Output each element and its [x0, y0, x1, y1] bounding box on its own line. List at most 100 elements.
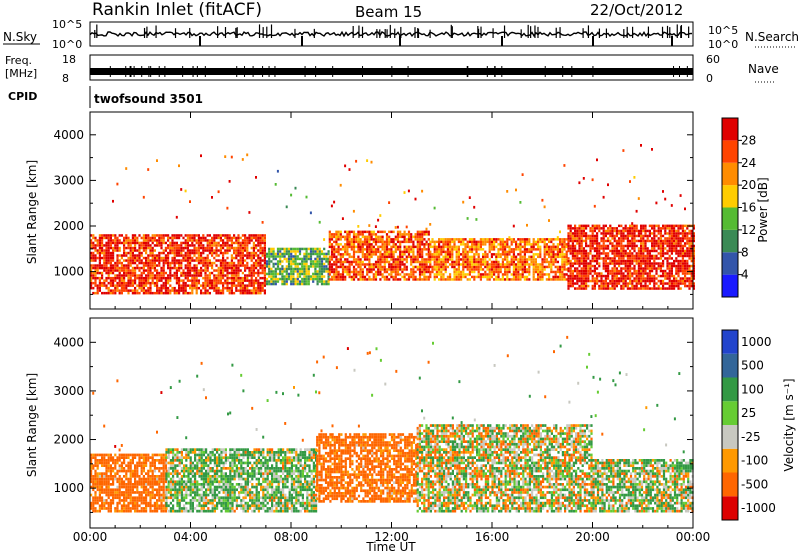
- velocity-cell: [98, 459, 101, 462]
- power-cell: [532, 260, 535, 264]
- power-cell: [290, 252, 293, 256]
- power-cell: [633, 244, 636, 248]
- power-cell: [574, 274, 577, 278]
- power-cell: [200, 269, 203, 272]
- power-cell: [287, 257, 291, 261]
- power-cell: [407, 253, 411, 256]
- power-cell: [668, 284, 671, 288]
- power-cell: [477, 273, 480, 276]
- power-cell: [471, 245, 474, 249]
- power-cell: [593, 259, 596, 263]
- power-cell: [200, 256, 203, 260]
- power-cell: [339, 248, 342, 251]
- power-cell: [252, 254, 255, 257]
- power-cell: [105, 234, 108, 237]
- power-cell: [333, 275, 336, 279]
- velocity-cell: [94, 501, 97, 505]
- power-cell: [379, 240, 382, 244]
- power-cell: [532, 245, 535, 249]
- power-cell: [416, 260, 419, 264]
- power-cell: [103, 251, 106, 255]
- power-cell: [587, 269, 590, 273]
- power-cell: [435, 250, 438, 254]
- power-cell: [276, 262, 280, 266]
- power-cell: [377, 250, 380, 254]
- power-cell: [355, 250, 358, 254]
- power-cell: [244, 276, 247, 280]
- power-cell: [361, 255, 364, 259]
- power-cell: [147, 264, 150, 267]
- power-cell: [692, 252, 695, 255]
- power-cell: [679, 262, 682, 265]
- power-cell: [298, 272, 302, 276]
- power-cell: [357, 248, 360, 251]
- power-cell: [233, 276, 236, 280]
- power-cell: [123, 264, 126, 267]
- power-cell: [444, 250, 447, 254]
- power-cell: [401, 260, 404, 264]
- power-cell: [250, 234, 253, 237]
- power-cell: [493, 268, 496, 271]
- power-cell: [211, 196, 213, 199]
- power-cell: [279, 247, 282, 251]
- power-cell: [629, 239, 632, 243]
- power-cell: [600, 282, 603, 285]
- power-cell: [318, 220, 321, 224]
- power-cell: [587, 264, 590, 268]
- power-cell: [410, 273, 413, 276]
- power-cell: [98, 246, 101, 250]
- power-cell: [180, 254, 183, 257]
- power-cell: [624, 262, 627, 265]
- power-cell: [129, 284, 132, 287]
- power-cell: [344, 235, 347, 239]
- power-cell: [394, 275, 397, 279]
- power-cell: [328, 245, 331, 249]
- power-cell: [692, 259, 695, 263]
- power-cell: [189, 249, 192, 252]
- power-cell: [688, 257, 691, 260]
- power-cell: [189, 251, 192, 255]
- power-cell: [504, 258, 507, 261]
- power-cell: [156, 241, 159, 245]
- power-cell: [204, 239, 207, 242]
- power-colorbar-swatch: [722, 274, 738, 297]
- power-cell: [460, 275, 463, 279]
- power-cell: [534, 258, 537, 261]
- power-cell: [230, 239, 233, 242]
- power-cell: [261, 241, 264, 245]
- power-cell: [479, 240, 482, 244]
- power-cell: [618, 264, 621, 268]
- power-cell: [679, 232, 682, 235]
- power-cell: [173, 264, 176, 267]
- velocity-cell: [101, 504, 104, 508]
- power-cell: [151, 271, 154, 275]
- power-cell: [281, 255, 284, 258]
- power-cell: [686, 252, 689, 255]
- power-cell: [215, 286, 218, 290]
- power-cell: [149, 259, 152, 262]
- power-cell: [580, 282, 583, 285]
- power-cell: [444, 240, 447, 244]
- power-cell: [582, 279, 585, 283]
- power-cell: [545, 265, 548, 269]
- power-cell: [151, 291, 154, 295]
- power-cell: [438, 278, 441, 281]
- power-cell: [140, 276, 143, 280]
- power-cell: [325, 282, 328, 286]
- power-cell: [114, 241, 117, 245]
- velocity-cell: [103, 453, 106, 457]
- power-cell: [206, 276, 209, 280]
- power-colorbar-swatch: [722, 162, 738, 186]
- power-cell: [684, 282, 687, 285]
- power-cell: [182, 246, 185, 250]
- power-cell: [596, 279, 599, 283]
- power-cell: [265, 277, 269, 281]
- power-cell: [659, 264, 662, 268]
- power-cell: [120, 279, 123, 282]
- power-cell: [316, 275, 319, 278]
- power-cell: [344, 243, 347, 246]
- power-cell: [191, 251, 194, 255]
- power-cell: [596, 282, 599, 285]
- power-cell: [204, 256, 207, 260]
- power-cell: [147, 279, 150, 282]
